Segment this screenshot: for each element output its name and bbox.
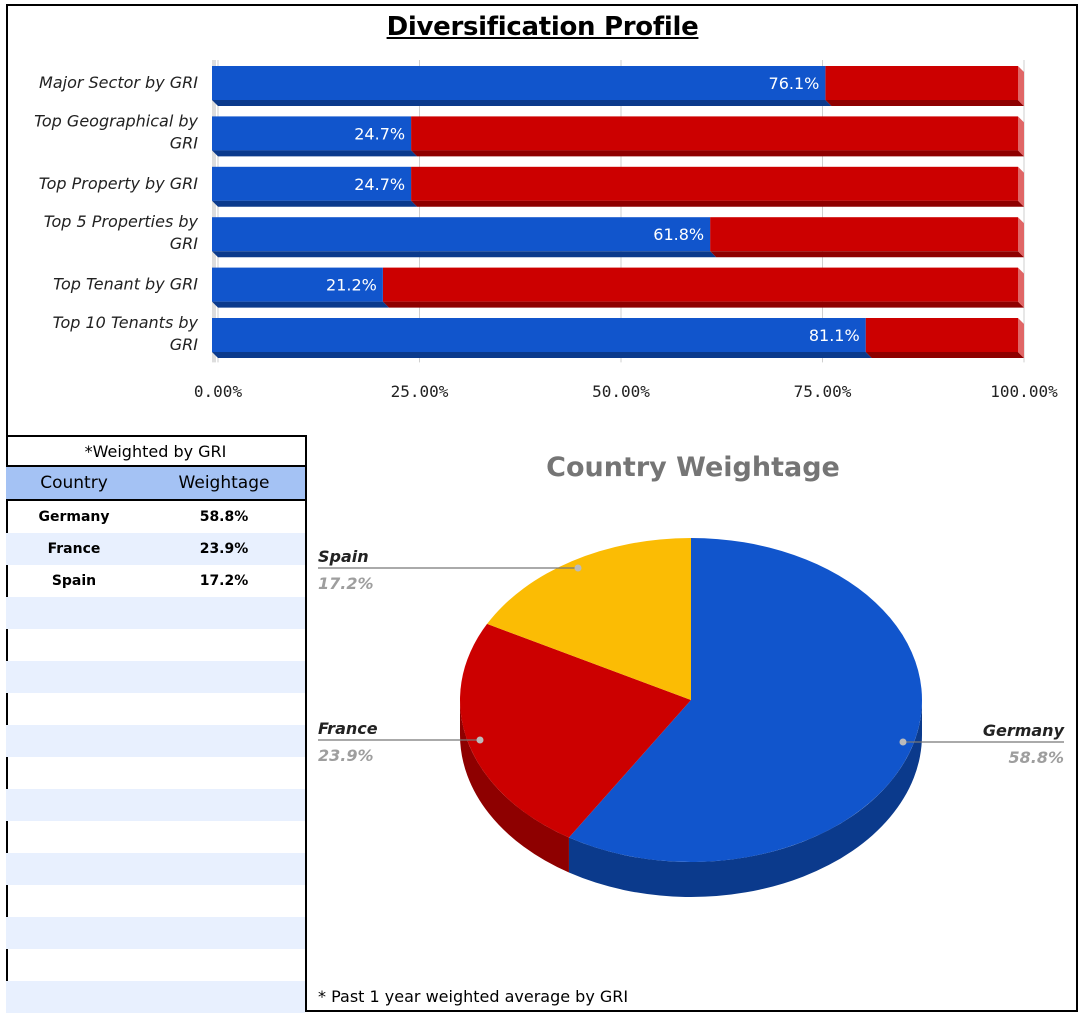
- table-body: Germany 58.8% France 23.9% Spain 17.2%: [6, 501, 305, 1013]
- cell-country: Spain: [51, 573, 97, 589]
- table-row: [6, 725, 305, 757]
- category-label: Major Sector by GRI: [39, 73, 198, 92]
- bar-remainder-side: [1018, 318, 1024, 358]
- table-row: [6, 661, 305, 693]
- cell-weightage: 58.8%: [199, 509, 249, 525]
- bar-value: [212, 217, 711, 252]
- x-tick-label: 100.00%: [990, 382, 1058, 401]
- cell-weightage: 23.9%: [199, 541, 249, 557]
- category-label: Top Property by GRI: [39, 174, 198, 193]
- bar-remainder-side: [1018, 66, 1024, 106]
- data-label: 24.7%: [354, 175, 405, 194]
- category-label: Top Tenant by GRI: [53, 275, 198, 294]
- diversification-bar-chart: 76.1% Major Sector by GRI 24.7% Top Geograp…: [34, 60, 1058, 401]
- category-label: GRI: [170, 234, 199, 253]
- bar-value: [212, 318, 866, 352]
- x-tick-label: 75.00%: [794, 382, 852, 401]
- cell-country: France: [47, 541, 101, 557]
- table-header: Country Weightage: [6, 467, 307, 501]
- bar-value: [212, 267, 383, 302]
- bar-value-bottom: [212, 200, 418, 207]
- bar-value-bottom: [212, 352, 872, 358]
- x-tick-label: 0.00%: [194, 382, 243, 401]
- table-row: Spain 17.2%: [6, 565, 305, 597]
- bar-value-bottom: [212, 100, 832, 106]
- bar-remainder-side: [1018, 267, 1024, 308]
- table-row: [6, 789, 305, 821]
- bar-remainder-bottom: [865, 352, 1024, 358]
- table-row: [6, 629, 305, 661]
- cell-weightage: 17.2%: [199, 573, 249, 589]
- table-row: [6, 949, 305, 981]
- bar-chart-title: Diversification Profile: [386, 12, 699, 42]
- bar-remainder-bottom: [710, 251, 1024, 258]
- data-label: 81.1%: [809, 326, 860, 345]
- bar-remainder-bottom: [411, 150, 1024, 157]
- data-label: 76.1%: [769, 74, 820, 93]
- table-row: Germany 58.8%: [6, 501, 305, 533]
- data-label: 61.8%: [653, 225, 704, 244]
- country-weight-table: *Weighted by GRI Country Weightage Germa…: [6, 435, 307, 1013]
- data-label: 24.7%: [354, 124, 405, 143]
- table-row: [6, 821, 305, 853]
- pie-chart-title: Country Weightage: [546, 452, 840, 483]
- bar-remainder-side: [1018, 166, 1024, 207]
- table-row: France 23.9%: [6, 533, 305, 565]
- table-row: [6, 693, 305, 725]
- x-tick-label: 25.00%: [391, 382, 449, 401]
- bar-value: [212, 116, 412, 151]
- category-label: Top Geographical by: [34, 111, 198, 130]
- bar-value-bottom: [212, 301, 389, 308]
- header-weightage: Weightage: [178, 473, 270, 493]
- bar-value: [212, 66, 826, 100]
- category-label: Top 10 Tenants by: [53, 313, 199, 332]
- bar-remainder: [382, 267, 1018, 302]
- bar-value: [212, 166, 412, 201]
- bar-remainder-side: [1018, 116, 1024, 157]
- bar-remainder-side: [1018, 217, 1024, 258]
- bar-remainder: [710, 217, 1018, 252]
- bar-value-bottom: [212, 251, 717, 258]
- bar-remainder: [865, 318, 1018, 352]
- table-row: [6, 885, 305, 917]
- bar-remainder-bottom: [411, 200, 1024, 207]
- bar-remainder-bottom: [825, 100, 1024, 106]
- footnote: * Past 1 year weighted average by GRI: [318, 987, 629, 1006]
- table-row: [6, 853, 305, 885]
- cell-country: Germany: [38, 509, 110, 525]
- category-label: GRI: [170, 335, 199, 354]
- bar-remainder-bottom: [382, 301, 1024, 308]
- data-label: 21.2%: [326, 276, 377, 295]
- table-row: [6, 757, 305, 789]
- x-tick-label: 50.00%: [592, 382, 650, 401]
- category-label: GRI: [170, 133, 199, 152]
- header-country: Country: [40, 473, 108, 493]
- bar-value-bottom: [212, 150, 418, 157]
- table-row: [6, 917, 305, 949]
- bar-remainder: [411, 116, 1018, 151]
- table-caption: *Weighted by GRI: [6, 435, 307, 467]
- bar-remainder: [825, 66, 1018, 100]
- table-row: [6, 981, 305, 1013]
- bar-remainder: [411, 166, 1018, 201]
- category-label: Top 5 Properties by: [44, 212, 199, 231]
- table-row: [6, 597, 305, 629]
